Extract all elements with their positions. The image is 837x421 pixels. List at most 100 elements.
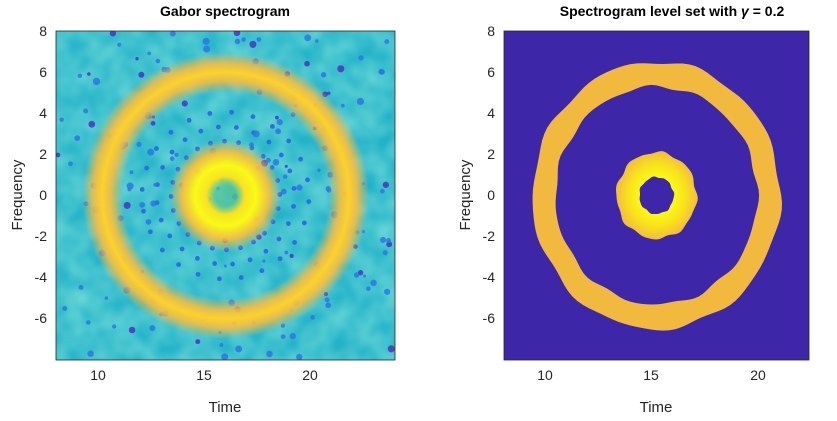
zero-point (147, 51, 152, 56)
y-tick-label: -2 (35, 228, 48, 244)
zero-point (337, 65, 345, 73)
x-tick-label: 20 (750, 367, 766, 383)
zero-point (310, 315, 315, 320)
y-tick-label: 2 (487, 146, 495, 162)
zero-point (88, 120, 96, 128)
zero-point (370, 279, 377, 287)
zero-point (356, 97, 365, 106)
zero-point (378, 68, 385, 75)
zero-point (87, 72, 91, 76)
zero-point (325, 302, 332, 309)
zero-point (380, 188, 385, 194)
zero-point (77, 73, 83, 79)
spectrogram-y-ticks: 8 6 4 2 0 -2 -4 -6 (35, 23, 48, 326)
zero-point (280, 334, 286, 339)
y-tick-label: -6 (35, 310, 48, 326)
x-tick-label: 20 (302, 367, 318, 383)
zero-point (86, 320, 91, 325)
spectrogram-x-ticks: 10 15 20 (90, 367, 318, 383)
zero-point (256, 37, 262, 42)
zero-point (384, 39, 390, 44)
y-tick-label: 4 (39, 105, 47, 121)
zero-point (109, 31, 117, 37)
zero-point (112, 324, 117, 329)
zero-point (221, 353, 229, 360)
zero-point (135, 57, 139, 61)
zero-point (59, 117, 64, 122)
zero-point (74, 135, 81, 142)
y-tick-label: 6 (487, 64, 495, 80)
zero-point (382, 181, 389, 188)
level-set-x-ticks: 10 15 20 (537, 367, 766, 383)
zero-point (202, 37, 210, 45)
zero-point (304, 34, 312, 42)
y-tick-label: 6 (39, 64, 47, 80)
zero-point (68, 161, 73, 167)
zero-point (384, 288, 391, 295)
y-tick-label: 0 (487, 187, 495, 203)
zero-point (92, 77, 101, 86)
y-tick-label: 4 (487, 105, 495, 121)
zero-point (315, 39, 319, 43)
y-tick-label: -6 (483, 310, 496, 326)
zero-point (138, 71, 145, 78)
zero-point (357, 270, 364, 276)
zero-point (304, 60, 310, 67)
zero-point (104, 296, 109, 300)
zero-point (358, 55, 364, 61)
zero-point (340, 103, 345, 108)
x-tick-label: 15 (196, 367, 212, 383)
zero-point (117, 42, 122, 47)
level-set-y-ticks: 8 6 4 2 0 -2 -4 -6 (483, 23, 496, 326)
spectrogram-title: Gabor spectrogram (160, 3, 290, 19)
y-tick-label: 8 (39, 23, 47, 39)
zero-point (83, 108, 89, 114)
zero-point (289, 333, 296, 340)
level-set-x-label: Time (640, 399, 673, 416)
zero-point (363, 274, 367, 278)
level-set-axes-box (503, 30, 810, 361)
spectrogram-axes-box (55, 30, 396, 361)
zero-point (78, 284, 84, 290)
zero-point (234, 38, 241, 45)
zero-point (296, 353, 303, 360)
zero-point (249, 40, 257, 48)
spectrogram-panel: Gabor spectrogram 8 6 4 2 0 -2 -4 -6 10 … (9, 3, 396, 416)
zero-point (62, 306, 68, 311)
y-tick-label: 2 (39, 146, 47, 162)
zero-point (128, 326, 136, 334)
zero-point (235, 345, 243, 353)
level-set-y-label: Frequency (457, 159, 474, 230)
zero-point (266, 350, 273, 358)
level-set-title: Spectrogram level set with γ = 0.2 (560, 3, 785, 19)
y-tick-label: -4 (35, 269, 48, 285)
y-tick-label: -4 (483, 269, 496, 285)
x-tick-label: 10 (537, 367, 553, 383)
zero-point (379, 236, 387, 244)
zero-point (382, 250, 388, 256)
x-tick-label: 15 (643, 367, 659, 383)
zero-point (87, 350, 94, 357)
level-set-image (504, 31, 809, 360)
spectrogram-x-label: Time (209, 399, 242, 416)
level-set-panel: Spectrogram level set with γ = 0.2 8 6 4… (457, 3, 810, 416)
zero-point (149, 325, 156, 332)
zero-point (324, 297, 330, 303)
zero-point (56, 152, 61, 158)
spectrogram-image (56, 31, 395, 360)
x-tick-label: 10 (90, 367, 106, 383)
zero-point (155, 58, 161, 64)
y-tick-label: 0 (39, 187, 47, 203)
spectrogram-inner-ring (169, 139, 282, 252)
zero-point (366, 286, 371, 291)
spectrogram-y-label: Frequency (9, 159, 26, 230)
zero-point (219, 342, 224, 347)
zero-point (203, 45, 211, 53)
zero-point (386, 237, 392, 244)
zero-point (320, 71, 327, 78)
zero-point (233, 31, 241, 37)
zero-point (353, 272, 360, 278)
zero-point (170, 31, 176, 37)
y-tick-label: -2 (483, 228, 496, 244)
